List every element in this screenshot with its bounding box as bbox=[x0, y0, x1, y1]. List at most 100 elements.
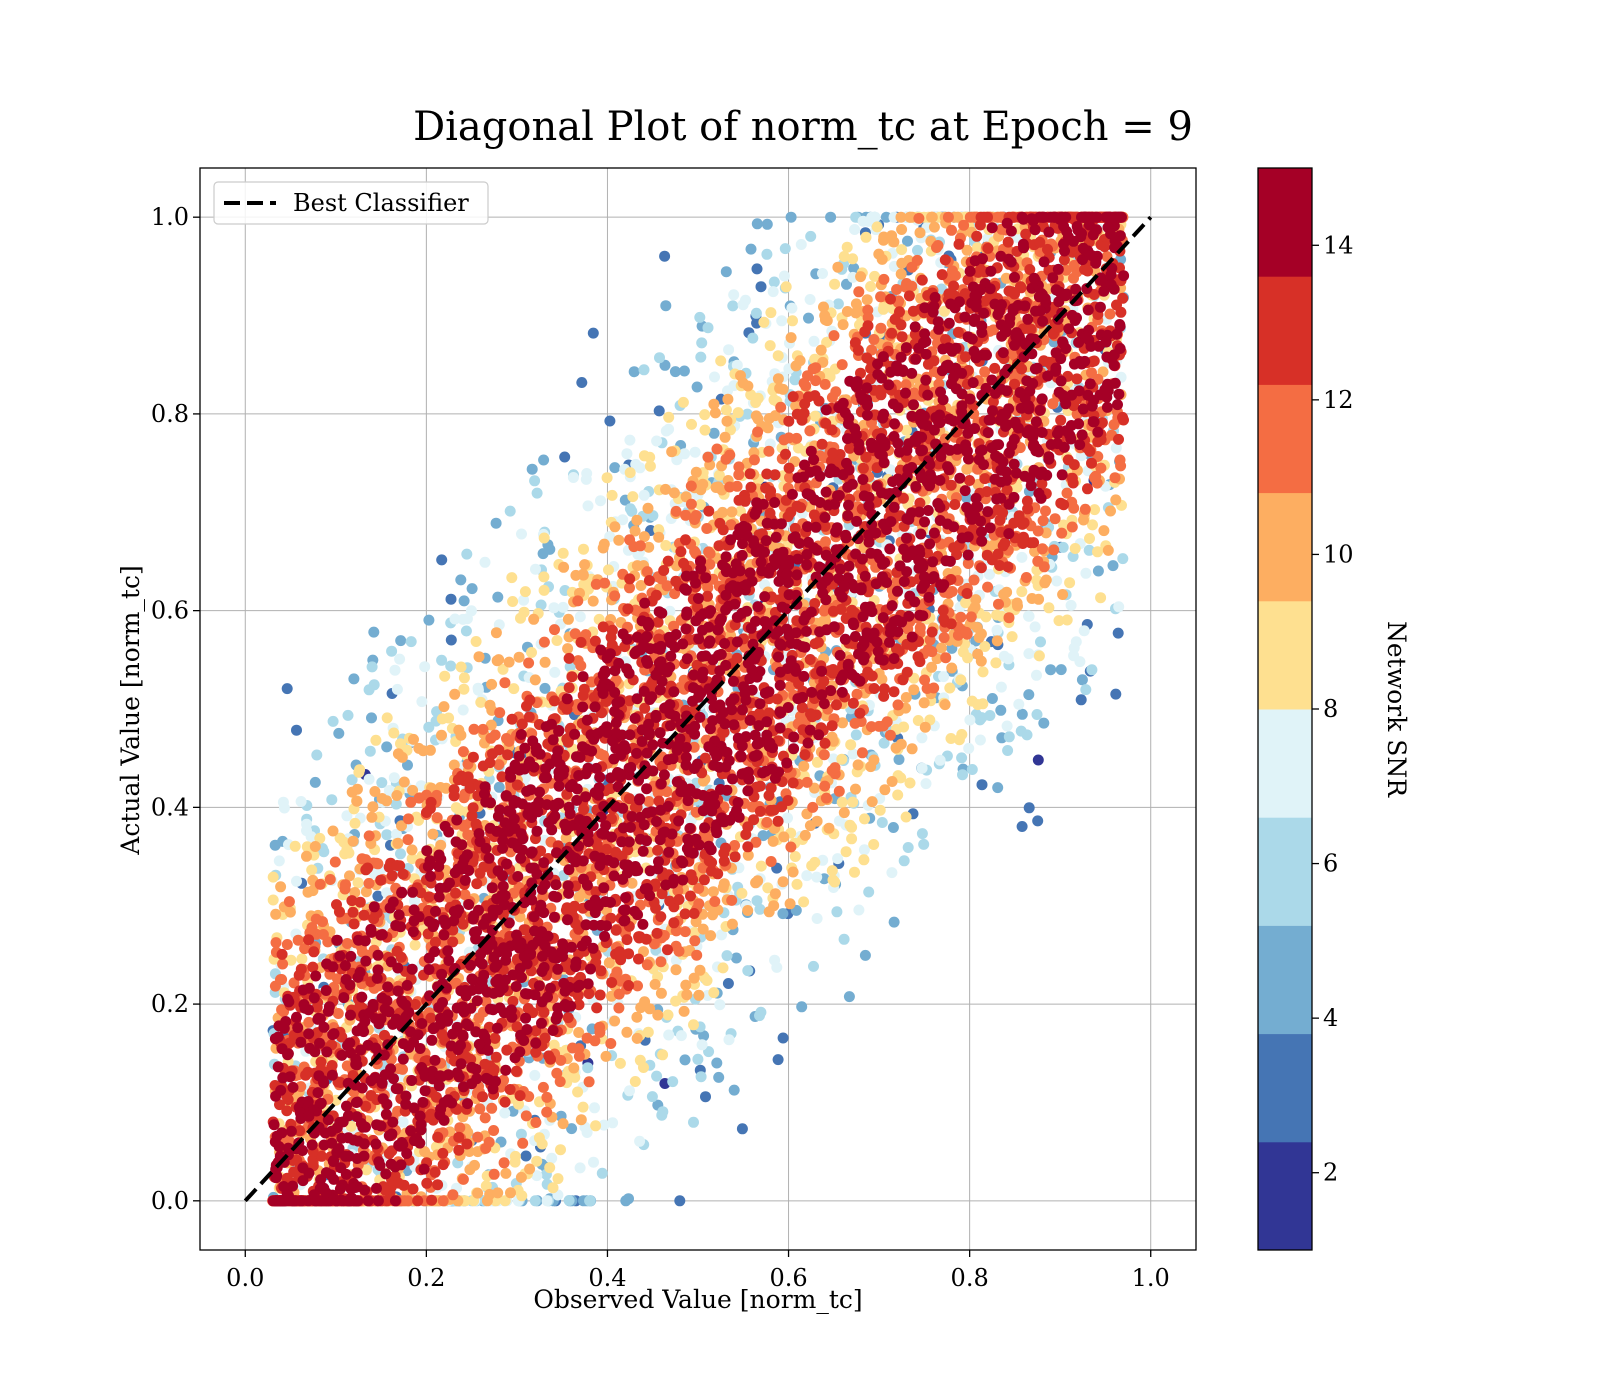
scatter-point bbox=[709, 407, 721, 419]
scatter-point bbox=[995, 704, 1007, 716]
scatter-point bbox=[934, 754, 946, 766]
scatter-point bbox=[916, 828, 928, 840]
scatter-point bbox=[956, 729, 968, 740]
scatter-point bbox=[1035, 636, 1046, 648]
scatter-point bbox=[768, 394, 780, 406]
scatter-point bbox=[902, 235, 913, 247]
scatter-point bbox=[884, 729, 896, 741]
scatter-point bbox=[791, 878, 803, 890]
scatter-point bbox=[484, 699, 496, 711]
scatter-point bbox=[715, 355, 727, 367]
scatter-point bbox=[690, 466, 702, 478]
scatter-point bbox=[267, 871, 279, 883]
scatter-point bbox=[417, 745, 429, 757]
scatter-point bbox=[392, 837, 404, 849]
scatter-point bbox=[531, 1170, 543, 1182]
scatter-point bbox=[369, 786, 381, 797]
scatter-point bbox=[900, 811, 912, 823]
scatter-point bbox=[836, 753, 848, 765]
scatter-point bbox=[955, 674, 967, 686]
scatter-point bbox=[269, 839, 281, 851]
scatter-point bbox=[273, 855, 285, 867]
scatter-point bbox=[961, 463, 973, 475]
scatter-point bbox=[366, 661, 378, 673]
scatter-point bbox=[457, 746, 469, 758]
scatter-point bbox=[732, 407, 744, 419]
scatter-point bbox=[784, 898, 796, 910]
scatter-point bbox=[762, 882, 774, 894]
scatter-point bbox=[529, 1195, 541, 1207]
scatter-point bbox=[1016, 551, 1028, 563]
scatter-point bbox=[794, 355, 806, 367]
scatter-point bbox=[621, 448, 633, 460]
scatter-point bbox=[515, 1171, 527, 1183]
scatter-point bbox=[902, 842, 914, 853]
scatter-point bbox=[678, 365, 690, 377]
scatter-point bbox=[1113, 601, 1125, 613]
scatter-point bbox=[898, 855, 910, 867]
scatter-point bbox=[449, 688, 461, 700]
scatter-point bbox=[861, 294, 873, 306]
scatter-point bbox=[509, 1150, 521, 1162]
scatter-point bbox=[538, 571, 550, 583]
scatter-point bbox=[716, 929, 727, 941]
scatter-point bbox=[708, 427, 720, 439]
scatter-point bbox=[530, 1117, 542, 1128]
scatter-point bbox=[828, 330, 840, 342]
scatter-point bbox=[398, 776, 410, 788]
scatter-point bbox=[777, 908, 789, 920]
scatter-point bbox=[795, 239, 807, 250]
scatter-point bbox=[971, 242, 983, 254]
scatter-point bbox=[865, 281, 877, 292]
scatter-point bbox=[381, 712, 393, 724]
scatter-point bbox=[846, 833, 858, 845]
scatter-point bbox=[609, 521, 621, 533]
scatter-point bbox=[767, 286, 779, 298]
scatter-point bbox=[275, 881, 287, 893]
scatter-point bbox=[447, 1189, 459, 1201]
scatter-point bbox=[590, 1120, 602, 1132]
scatter-point bbox=[701, 523, 713, 534]
scatter-point bbox=[395, 635, 407, 647]
scatter-point bbox=[659, 250, 671, 262]
scatter-point bbox=[717, 962, 729, 974]
scatter-point bbox=[624, 434, 636, 446]
scatter-point bbox=[391, 683, 403, 695]
scatter-point bbox=[535, 599, 547, 611]
scatter-point bbox=[381, 741, 393, 753]
scatter-point bbox=[757, 830, 769, 842]
scatter-point bbox=[960, 597, 972, 609]
scatter-point bbox=[628, 366, 640, 378]
scatter-point bbox=[547, 1182, 559, 1194]
scatter-point bbox=[752, 426, 764, 438]
scatter-point bbox=[722, 978, 734, 989]
scatter-point bbox=[690, 510, 702, 521]
scatter-point bbox=[974, 734, 986, 746]
scatter-point bbox=[748, 454, 760, 466]
scatter-point bbox=[526, 647, 537, 658]
scatter-point bbox=[461, 548, 473, 560]
scatter-point bbox=[364, 745, 376, 757]
scatter-point bbox=[1045, 664, 1057, 676]
scatter-point bbox=[601, 472, 613, 484]
scatter-point bbox=[631, 1011, 643, 1023]
scatter-point bbox=[838, 933, 850, 945]
scatter-point bbox=[562, 613, 574, 625]
scatter-point bbox=[1032, 815, 1044, 827]
scatter-point bbox=[1105, 505, 1116, 517]
scatter-point bbox=[555, 1144, 566, 1156]
scatter-point bbox=[617, 514, 629, 526]
scatter-point bbox=[1117, 553, 1129, 565]
scatter-point bbox=[1109, 472, 1121, 484]
scatter-point bbox=[450, 802, 462, 814]
scatter-point bbox=[768, 276, 780, 288]
scatter-point bbox=[727, 300, 739, 312]
scatter-point bbox=[670, 995, 682, 1007]
scatter-point bbox=[352, 877, 364, 889]
scatter-point bbox=[912, 244, 923, 256]
scatter-point bbox=[657, 1106, 669, 1118]
scatter-point bbox=[311, 749, 323, 761]
scatter-point bbox=[437, 1195, 449, 1207]
scatter-point bbox=[624, 503, 636, 515]
scatter-point bbox=[1039, 577, 1051, 589]
